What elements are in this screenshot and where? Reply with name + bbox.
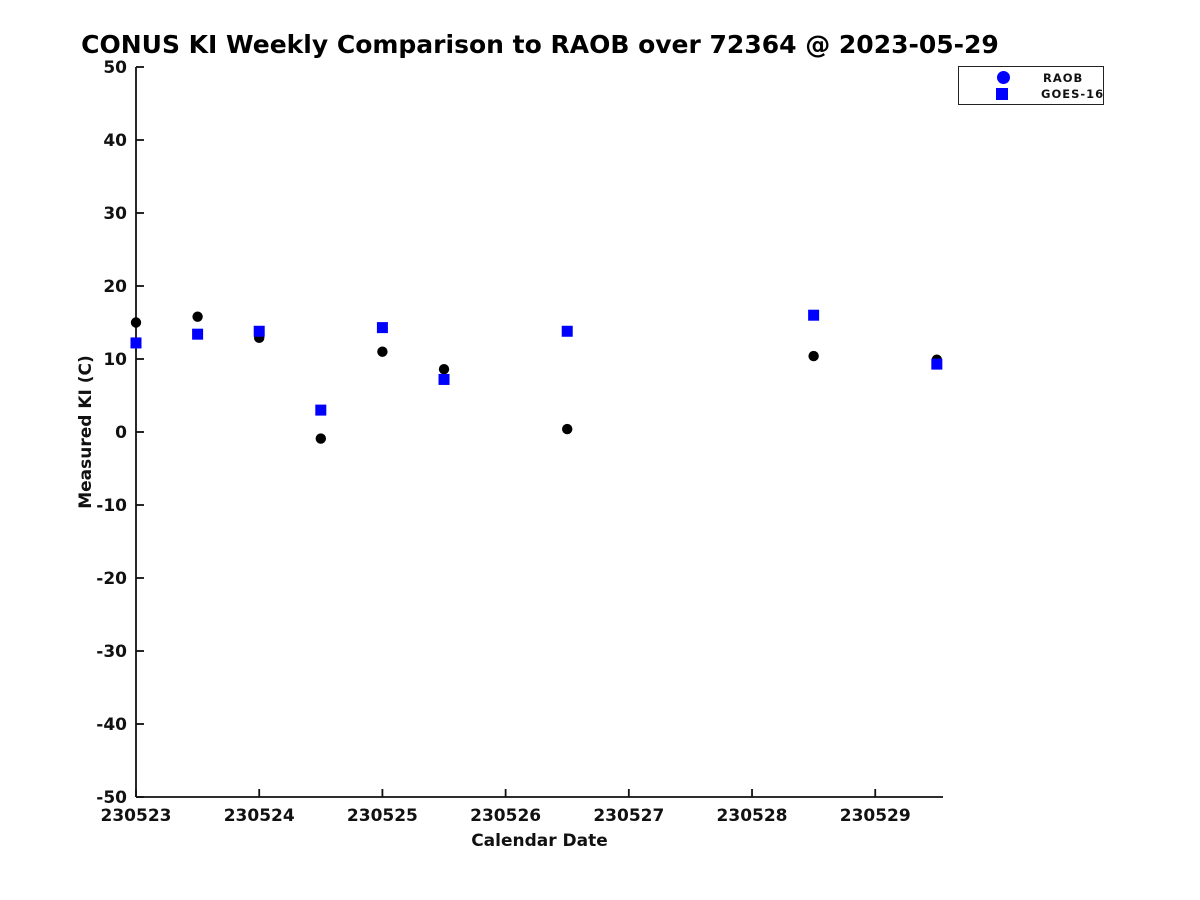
goes16-data-point — [192, 328, 204, 340]
y-tick-label: 0 — [115, 423, 127, 443]
goes16-data-point — [808, 309, 820, 321]
goes16-data-point — [376, 322, 388, 334]
x-tick-label: 230525 — [347, 806, 418, 826]
y-tick-label: 20 — [103, 277, 127, 297]
y-tick-label: 10 — [103, 350, 127, 370]
y-tick-label: -30 — [96, 642, 127, 662]
raob-data-point — [130, 317, 142, 328]
y-tick-label: 40 — [103, 131, 127, 151]
raob-data-point — [438, 364, 450, 375]
goes16-legend-marker — [996, 87, 1008, 100]
raob-data-point — [562, 423, 573, 435]
legend-row-raob: RAOB — [959, 70, 1103, 86]
goes16-legend-label: GOES-16 — [1041, 86, 1105, 101]
x-tick-label: 230527 — [593, 806, 664, 826]
y-axis-label: Measured KI (C) — [76, 355, 96, 509]
goes16-data-point — [130, 337, 142, 349]
y-tick-label: -20 — [96, 569, 127, 589]
y-tick-label: -40 — [96, 715, 127, 735]
x-tick-label: 230528 — [717, 806, 788, 826]
legend-row-goes16: GOES-16 — [959, 86, 1103, 102]
goes16-data-point — [315, 404, 327, 416]
y-tick-label: -10 — [96, 496, 127, 516]
x-tick-label: 230524 — [224, 806, 295, 826]
x-tick-label: 230529 — [840, 806, 911, 826]
raob-data-point — [315, 433, 327, 444]
raob-legend-marker — [996, 71, 1010, 84]
x-tick-label: 230526 — [470, 806, 541, 826]
goes16-square-icon — [996, 87, 1008, 100]
y-tick-label: 30 — [103, 204, 127, 224]
raob-legend-label: RAOB — [1043, 70, 1084, 85]
y-tick-label: -50 — [96, 788, 127, 808]
x-tick-label: 230523 — [101, 806, 172, 826]
chart-title: CONUS KI Weekly Comparison to RAOB over … — [81, 30, 999, 59]
goes16-data-point — [931, 358, 943, 370]
raob-data-point — [808, 350, 819, 362]
raob-data-point — [192, 311, 203, 322]
goes16-data-point — [561, 325, 573, 337]
raob-circle-icon — [996, 71, 1010, 84]
legend: RAOB GOES-16 — [958, 66, 1104, 105]
y-tick-label: 50 — [103, 58, 127, 78]
goes16-data-point — [438, 373, 450, 385]
raob-data-point — [377, 346, 388, 357]
goes16-data-point — [253, 325, 265, 337]
x-axis-label: Calendar Date — [471, 831, 608, 851]
